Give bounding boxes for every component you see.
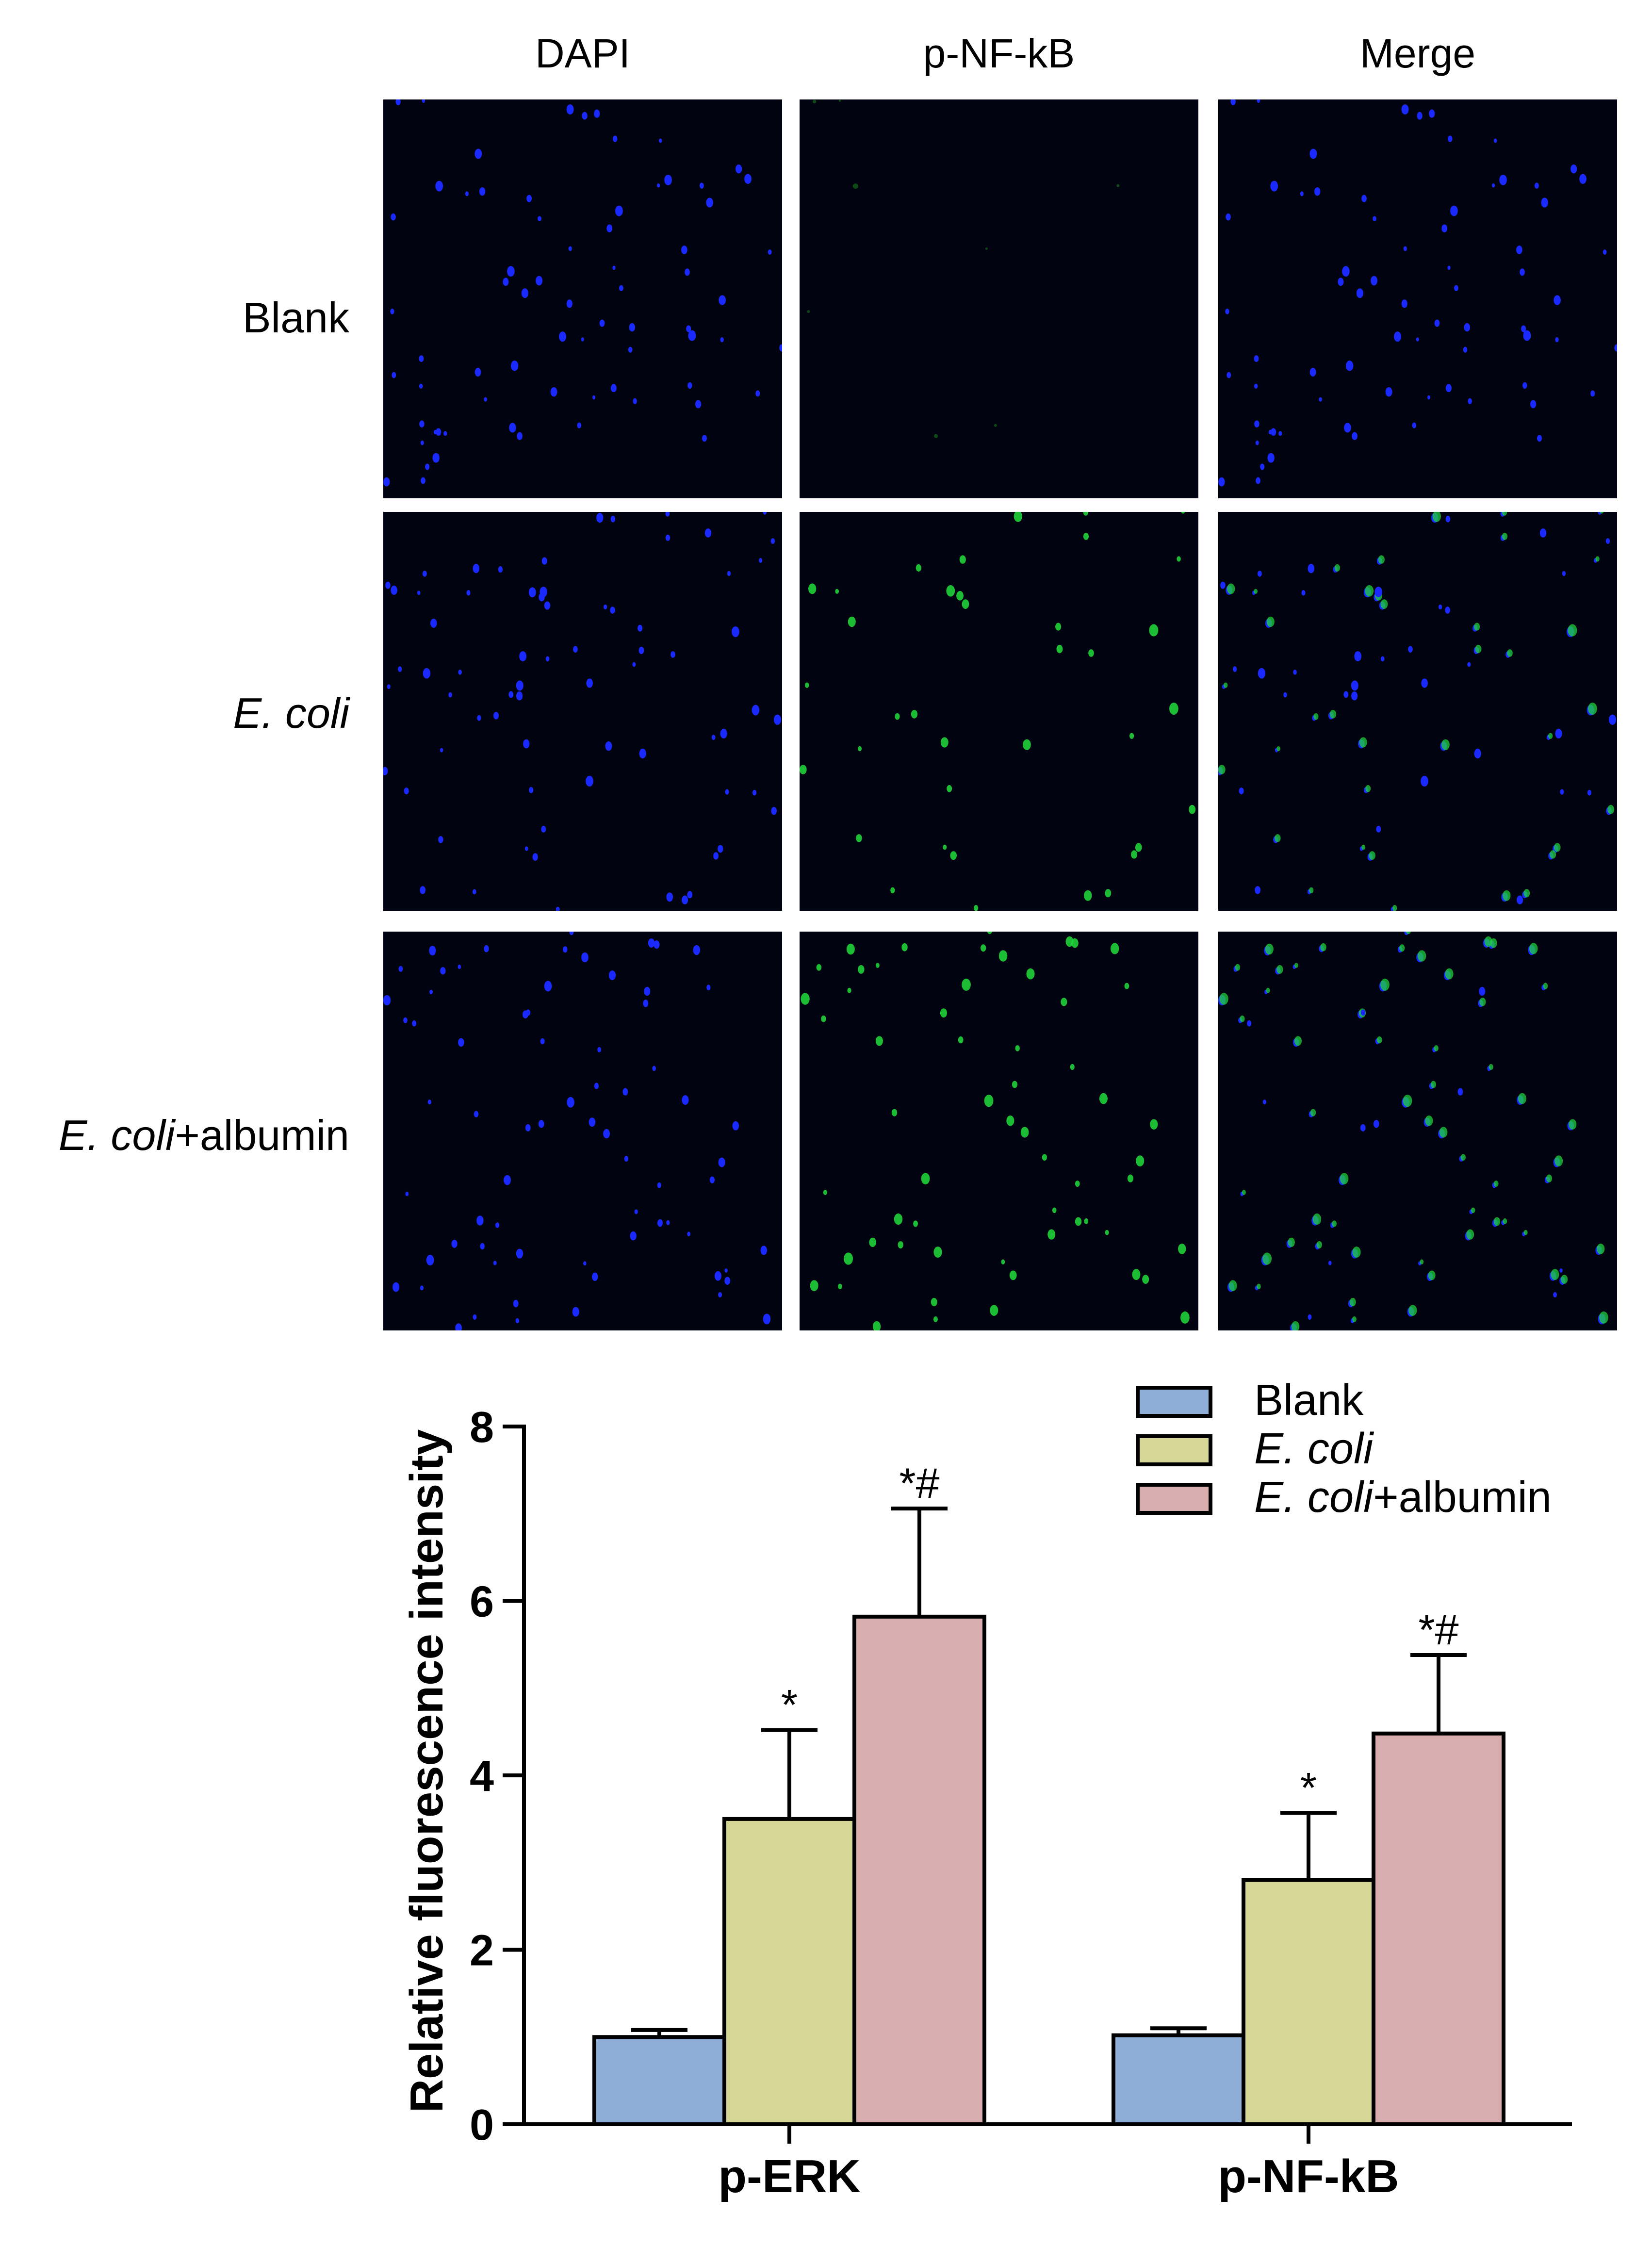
legend-label-plain: +albumin — [1373, 1473, 1552, 1522]
legend-swatch — [1136, 1483, 1212, 1515]
legend-label-italic: E. coli — [1254, 1473, 1374, 1522]
row-label-blank: Blank — [0, 294, 349, 342]
significance-mark: * — [781, 1681, 798, 1729]
panel-blank-merge — [1218, 99, 1617, 498]
panel-e-coli-albumin-merge — [1218, 932, 1617, 1330]
significance-mark: * — [1300, 1763, 1317, 1811]
bar-1-p-nf-kb — [1112, 2033, 1245, 2127]
row-label-e-coli-albumin-italic: E. coli — [58, 1111, 175, 1159]
bar-1-p-erk — [592, 2035, 726, 2126]
x-axis: p-ERK p-NF-kB — [524, 2122, 1572, 2202]
legend-label-italic: E. coli — [1254, 1425, 1374, 1473]
row-label-e-coli-italic: E. coli — [233, 689, 349, 737]
significance-mark: *# — [1418, 1606, 1458, 1654]
bar-2-p-nf-kb — [1242, 1878, 1375, 2126]
y-tick-label: 4 — [470, 1752, 494, 1801]
x-tick-label-p-nf-kb: p-NF-kB — [1218, 2150, 1399, 2202]
panel-e-coli-pnfkb — [800, 512, 1198, 911]
y-tick-label: 2 — [470, 1927, 494, 1975]
y-tick-label: 6 — [470, 1578, 494, 1626]
row-label-e-coli-albumin: E. coli+albumin — [0, 1111, 349, 1160]
panel-e-coli-merge — [1218, 512, 1617, 911]
legend-swatch — [1136, 1434, 1212, 1466]
y-axis: 0 2 4 6 8 — [470, 1403, 526, 2149]
bar-3-p-nf-kb — [1372, 1731, 1505, 2126]
panel-e-coli-albumin-pnfkb — [800, 932, 1198, 1330]
legend-label: E. coli — [1254, 1425, 1374, 1473]
panel-blank-pnfkb — [800, 99, 1198, 498]
y-axis-label: Relative fluorescence intensity — [401, 1429, 453, 2113]
y-tick-label: 8 — [470, 1403, 494, 1452]
row-label-blank-plain: Blank — [242, 294, 349, 342]
panel-e-coli-dapi — [383, 512, 782, 911]
column-title-merge: Merge — [1359, 31, 1476, 76]
bar-2-p-erk — [722, 1817, 856, 2126]
legend-swatch — [1136, 1386, 1212, 1418]
y-tick-label: 0 — [470, 2101, 494, 2149]
row-label-e-coli-albumin-plain: +albumin — [175, 1111, 349, 1159]
bar-series: * *# * *# — [592, 1459, 1505, 2127]
column-title-dapi: DAPI — [535, 31, 631, 76]
legend-label-plain: Blank — [1254, 1376, 1364, 1425]
row-label-e-coli: E. coli — [0, 689, 349, 738]
column-title-p-nf-kb: p-NF-kB — [923, 31, 1075, 76]
legend-label: Blank — [1254, 1376, 1364, 1425]
panel-blank-dapi — [383, 99, 782, 498]
legend-label: E. coli+albumin — [1254, 1473, 1552, 1522]
x-tick-label-p-erk: p-ERK — [718, 2150, 860, 2202]
significance-mark: *# — [899, 1459, 939, 1507]
bar-3-p-erk — [852, 1614, 986, 2126]
panel-e-coli-albumin-dapi — [383, 932, 782, 1330]
